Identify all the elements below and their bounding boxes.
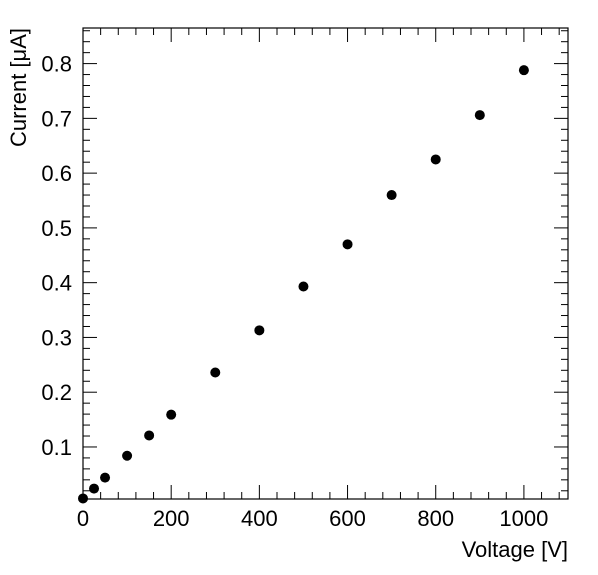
x-tick-label: 200 bbox=[153, 506, 190, 531]
data-point bbox=[518, 65, 529, 76]
y-tick-labels: 0.1 0.2 0.3 0.4 0.5 0.6 0.7 0.8 bbox=[41, 52, 72, 460]
data-point bbox=[386, 190, 397, 201]
data-point bbox=[474, 110, 485, 121]
y-tick-label: 0.1 bbox=[41, 435, 72, 460]
x-tick-label: 800 bbox=[417, 506, 454, 531]
data-point bbox=[100, 472, 111, 483]
axis-ticks bbox=[82, 28, 568, 499]
plot-frame bbox=[82, 27, 569, 500]
x-tick-labels: 0 200 400 600 800 1000 bbox=[77, 506, 549, 531]
data-point bbox=[89, 483, 100, 494]
y-tick-label: 0.3 bbox=[41, 325, 72, 350]
y-tick-label: 0.5 bbox=[41, 216, 72, 241]
data-point bbox=[122, 450, 133, 461]
data-point bbox=[144, 430, 155, 441]
y-axis-title: Current [μA] bbox=[6, 28, 31, 147]
data-point bbox=[166, 409, 177, 420]
data-point bbox=[298, 281, 309, 292]
x-tick-label: 0 bbox=[77, 506, 89, 531]
x-axis-title: Voltage [V] bbox=[462, 537, 568, 562]
data-point bbox=[342, 239, 353, 250]
y-tick-label: 0.4 bbox=[41, 271, 72, 296]
data-point bbox=[210, 367, 221, 378]
x-tick-label: 400 bbox=[241, 506, 278, 531]
data-point bbox=[430, 154, 441, 165]
data-point bbox=[254, 325, 265, 336]
y-tick-label: 0.7 bbox=[41, 106, 72, 131]
x-tick-label: 600 bbox=[329, 506, 366, 531]
x-tick-label: 1000 bbox=[499, 506, 548, 531]
data-point bbox=[78, 493, 88, 504]
y-tick-label: 0.6 bbox=[41, 161, 72, 186]
y-tick-label: 0.2 bbox=[41, 380, 72, 405]
y-tick-label: 0.8 bbox=[41, 52, 72, 77]
data-points bbox=[78, 65, 529, 504]
